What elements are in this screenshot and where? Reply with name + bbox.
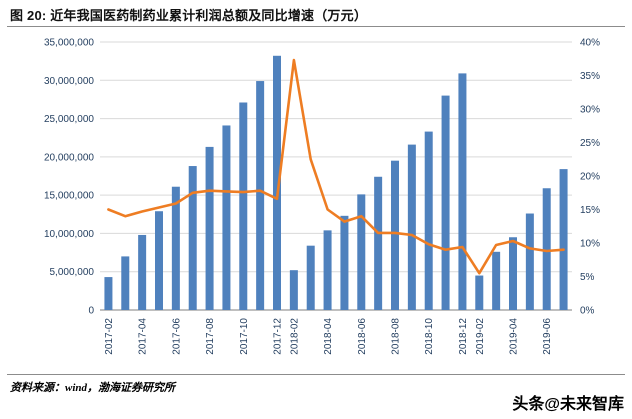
left-axis-tick-label: 15,000,000: [44, 191, 94, 202]
left-axis-tick-label: 25,000,000: [44, 114, 94, 125]
chart-title: 图 20: 近年我国医药制药业累计利润总额及同比增速（万元）: [10, 8, 368, 23]
right-axis-tick-label: 5%: [580, 272, 595, 283]
growth-line: [107, 58, 565, 275]
x-axis-tick-label: 2019-04: [509, 318, 520, 355]
watermark-toutiao: 头条@未来智库: [512, 396, 624, 413]
x-axis-tick-label: 2017-12: [273, 318, 284, 355]
profit-bar: [306, 245, 315, 310]
profit-bar: [273, 55, 281, 310]
profit-bar: [104, 277, 113, 310]
profit-bar: [407, 144, 416, 310]
x-axis-tick-label: 2017-08: [205, 318, 216, 355]
profit-bar: [239, 102, 248, 311]
profit-bar: [323, 230, 332, 310]
profit-bar: [509, 237, 517, 310]
x-axis-tick-label: 2017-06: [171, 318, 182, 355]
left-axis-tick-label: 5,000,000: [50, 267, 95, 278]
x-axis-tick-label: 2019-02: [475, 318, 486, 355]
right-axis-tick-label: 0%: [580, 306, 595, 317]
x-axis-tick-label: 2018-10: [424, 318, 435, 355]
title-divider: [7, 26, 625, 27]
profit-bar: [458, 73, 467, 310]
x-axis-tick-label: 2017-04: [138, 318, 149, 355]
left-axis-tick-label: 20,000,000: [44, 152, 94, 163]
profit-growth-chart: 0 5,000,000 10,000,000 15,000,000 20,000,000…: [44, 38, 600, 355]
profit-bar: [205, 146, 214, 310]
profit-bar: [525, 213, 534, 310]
profit-bar: [441, 95, 450, 310]
x-axis-tick-label: 2017-02: [104, 318, 115, 355]
source-divider: [7, 374, 625, 375]
source-note: 资料来源：wind，渤海证券研究所: [10, 382, 176, 394]
profit-bar: [256, 81, 265, 311]
profit-bar: [121, 256, 130, 310]
profit-bar: [424, 131, 433, 310]
x-axis-tick-label: 2018-08: [391, 318, 402, 355]
profit-bar: [542, 188, 551, 310]
left-axis-tick-label: 10,000,000: [44, 229, 94, 240]
x-axis-tick-label: 2018-02: [289, 318, 300, 355]
right-axis-tick-label: 10%: [580, 239, 600, 250]
profit-bar: [155, 211, 163, 310]
left-axis-tick-label: 0: [88, 306, 94, 317]
profit-bar: [138, 234, 147, 310]
x-axis-tick-label: 2018-06: [357, 318, 368, 355]
left-axis-tick-label: 30,000,000: [44, 76, 94, 87]
profit-bar: [357, 194, 366, 310]
profit-bar: [222, 125, 231, 310]
profit-bar: [188, 166, 197, 310]
profit-bar: [391, 160, 399, 310]
x-axis-tick-label: 2018-12: [458, 318, 469, 355]
profit-bar: [559, 169, 568, 310]
profit-bar: [374, 176, 383, 310]
x-axis-tick-label: 2017-10: [239, 318, 250, 355]
right-axis-tick-label: 40%: [580, 38, 600, 49]
profit-bar: [492, 251, 501, 310]
right-axis-tick-label: 15%: [580, 205, 600, 216]
profit-bar: [475, 275, 484, 310]
right-axis-tick-label: 25%: [580, 138, 600, 149]
right-axis-tick-label: 35%: [580, 71, 600, 82]
right-axis-tick-label: 30%: [580, 105, 600, 116]
x-axis-tick-label: 2018-04: [323, 318, 334, 355]
left-axis-tick-label: 35,000,000: [44, 38, 94, 49]
x-axis-tick-label: 2019-06: [542, 318, 553, 355]
profit-bar: [340, 215, 349, 310]
profit-bar: [171, 186, 180, 310]
right-axis-tick-label: 20%: [580, 172, 600, 183]
profit-bar: [289, 270, 298, 310]
